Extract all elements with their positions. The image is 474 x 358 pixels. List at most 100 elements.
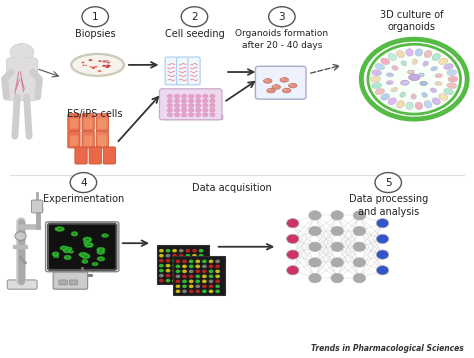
Ellipse shape bbox=[432, 98, 440, 105]
Circle shape bbox=[209, 290, 213, 293]
Ellipse shape bbox=[105, 66, 109, 68]
Ellipse shape bbox=[411, 94, 417, 100]
Circle shape bbox=[209, 285, 213, 288]
Circle shape bbox=[203, 113, 208, 117]
Ellipse shape bbox=[70, 251, 72, 252]
Circle shape bbox=[269, 7, 295, 27]
Ellipse shape bbox=[386, 81, 393, 85]
Ellipse shape bbox=[102, 60, 107, 63]
Circle shape bbox=[189, 285, 193, 288]
Circle shape bbox=[195, 270, 200, 273]
Circle shape bbox=[159, 279, 164, 282]
Ellipse shape bbox=[82, 62, 84, 63]
Ellipse shape bbox=[272, 85, 281, 89]
FancyBboxPatch shape bbox=[84, 118, 92, 129]
Circle shape bbox=[189, 99, 194, 103]
Circle shape bbox=[182, 290, 187, 293]
Ellipse shape bbox=[397, 101, 404, 108]
Circle shape bbox=[376, 266, 389, 275]
Circle shape bbox=[215, 280, 220, 283]
Ellipse shape bbox=[60, 246, 68, 250]
Ellipse shape bbox=[73, 233, 76, 235]
Ellipse shape bbox=[99, 251, 102, 253]
Ellipse shape bbox=[371, 76, 381, 82]
FancyBboxPatch shape bbox=[7, 280, 37, 289]
Ellipse shape bbox=[72, 54, 124, 76]
Ellipse shape bbox=[400, 92, 406, 97]
Text: Cell seeding: Cell seeding bbox=[164, 29, 224, 39]
Circle shape bbox=[376, 219, 389, 228]
Circle shape bbox=[175, 270, 180, 273]
Ellipse shape bbox=[83, 237, 92, 242]
Ellipse shape bbox=[381, 58, 390, 64]
Ellipse shape bbox=[64, 255, 71, 260]
Circle shape bbox=[353, 258, 365, 267]
Ellipse shape bbox=[81, 253, 85, 256]
Ellipse shape bbox=[268, 89, 271, 90]
Circle shape bbox=[192, 264, 197, 267]
Circle shape bbox=[174, 108, 180, 112]
Ellipse shape bbox=[101, 234, 109, 237]
Ellipse shape bbox=[106, 65, 110, 67]
Ellipse shape bbox=[435, 81, 442, 86]
Circle shape bbox=[199, 249, 203, 252]
Circle shape bbox=[210, 113, 215, 117]
Circle shape bbox=[353, 242, 365, 251]
Circle shape bbox=[196, 99, 201, 103]
Circle shape bbox=[353, 226, 365, 236]
Circle shape bbox=[189, 108, 194, 112]
Ellipse shape bbox=[388, 98, 396, 105]
FancyBboxPatch shape bbox=[82, 114, 94, 131]
Ellipse shape bbox=[55, 256, 57, 257]
Circle shape bbox=[189, 265, 193, 268]
Ellipse shape bbox=[87, 244, 91, 246]
Circle shape bbox=[182, 94, 187, 98]
Circle shape bbox=[209, 275, 213, 278]
Circle shape bbox=[70, 173, 97, 193]
FancyBboxPatch shape bbox=[164, 115, 223, 120]
Circle shape bbox=[185, 254, 190, 257]
Circle shape bbox=[215, 265, 220, 268]
Ellipse shape bbox=[264, 79, 272, 83]
Ellipse shape bbox=[432, 54, 440, 61]
Ellipse shape bbox=[415, 102, 423, 110]
Circle shape bbox=[331, 274, 343, 283]
Circle shape bbox=[192, 254, 197, 257]
Ellipse shape bbox=[381, 94, 390, 100]
Ellipse shape bbox=[65, 250, 68, 252]
FancyBboxPatch shape bbox=[159, 89, 222, 120]
Circle shape bbox=[167, 108, 173, 112]
Ellipse shape bbox=[57, 228, 62, 230]
Circle shape bbox=[202, 265, 207, 268]
Ellipse shape bbox=[372, 83, 382, 88]
Circle shape bbox=[189, 280, 193, 283]
Circle shape bbox=[209, 270, 213, 273]
Ellipse shape bbox=[372, 70, 382, 76]
Ellipse shape bbox=[66, 256, 69, 258]
Circle shape bbox=[215, 290, 220, 293]
Ellipse shape bbox=[289, 83, 297, 88]
Ellipse shape bbox=[448, 76, 458, 82]
Ellipse shape bbox=[375, 88, 384, 95]
Ellipse shape bbox=[406, 49, 413, 56]
Circle shape bbox=[192, 279, 197, 282]
Ellipse shape bbox=[281, 78, 284, 79]
Ellipse shape bbox=[409, 74, 420, 81]
Circle shape bbox=[209, 265, 213, 268]
Circle shape bbox=[375, 173, 401, 193]
Circle shape bbox=[179, 274, 183, 277]
Circle shape bbox=[196, 94, 201, 98]
Circle shape bbox=[195, 260, 200, 263]
Text: ES/iPS cells: ES/iPS cells bbox=[67, 110, 123, 120]
Circle shape bbox=[167, 113, 173, 117]
Ellipse shape bbox=[375, 64, 384, 70]
Ellipse shape bbox=[264, 79, 267, 81]
Circle shape bbox=[165, 264, 170, 267]
Circle shape bbox=[368, 44, 460, 114]
Circle shape bbox=[309, 211, 321, 220]
Ellipse shape bbox=[89, 59, 92, 61]
Circle shape bbox=[172, 254, 177, 257]
Ellipse shape bbox=[83, 242, 88, 244]
Circle shape bbox=[199, 274, 203, 277]
Circle shape bbox=[215, 275, 220, 278]
